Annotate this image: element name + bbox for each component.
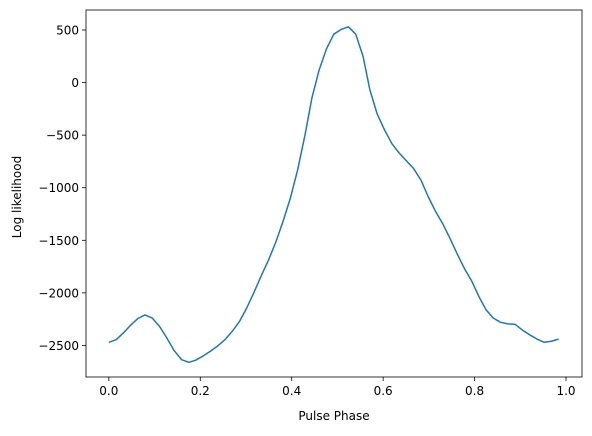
y-tick-label: −1500 (38, 234, 79, 248)
y-tick-label: −1000 (38, 181, 79, 195)
axes-frame (85, 9, 583, 378)
x-tick-label: 0.0 (99, 384, 118, 398)
y-tick-label: −2500 (38, 339, 79, 353)
x-tick-label: 0.2 (191, 384, 210, 398)
y-tick-label: 500 (56, 23, 79, 37)
axes: 0.0 0.2 0.4 0.6 0.8 1.0 −2500 −2000 −1500 −1000 −5… (38, 9, 583, 398)
x-tick-label: 1.0 (556, 384, 575, 398)
y-tick-label: −500 (46, 129, 79, 143)
x-axis-label: Pulse Phase (298, 409, 369, 423)
x-tick-label: 0.4 (282, 384, 301, 398)
series-line-0 (108, 26, 559, 364)
y-tick-label: −2000 (38, 286, 79, 300)
plot-area (108, 26, 559, 364)
y-axis-label: Log likelihood (10, 156, 24, 238)
x-tick-label: 0.6 (374, 384, 393, 398)
y-tick-label: 0 (71, 76, 79, 90)
x-tick-label: 0.8 (465, 384, 484, 398)
